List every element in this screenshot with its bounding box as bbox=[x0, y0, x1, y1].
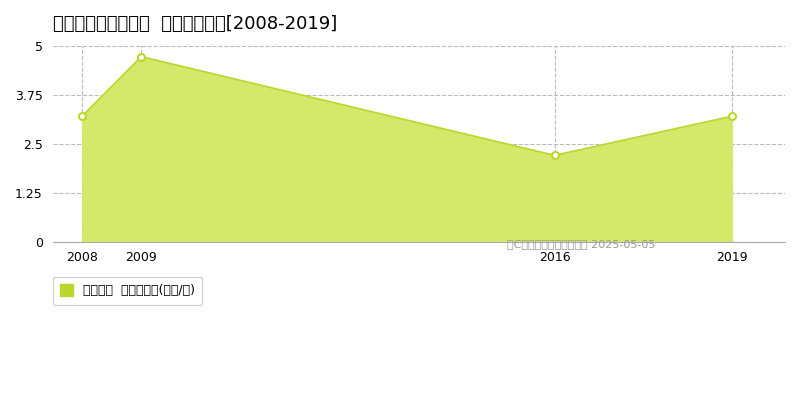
Text: 岩手郡雫石町下町東  土地価格推移[2008-2019]: 岩手郡雫石町下町東 土地価格推移[2008-2019] bbox=[53, 15, 337, 33]
Legend: 土地価格  平均坪単価(万円/坪): 土地価格 平均坪単価(万円/坪) bbox=[53, 277, 202, 305]
Text: （C）土地価格ドットコム 2025-05-05: （C）土地価格ドットコム 2025-05-05 bbox=[506, 239, 655, 249]
